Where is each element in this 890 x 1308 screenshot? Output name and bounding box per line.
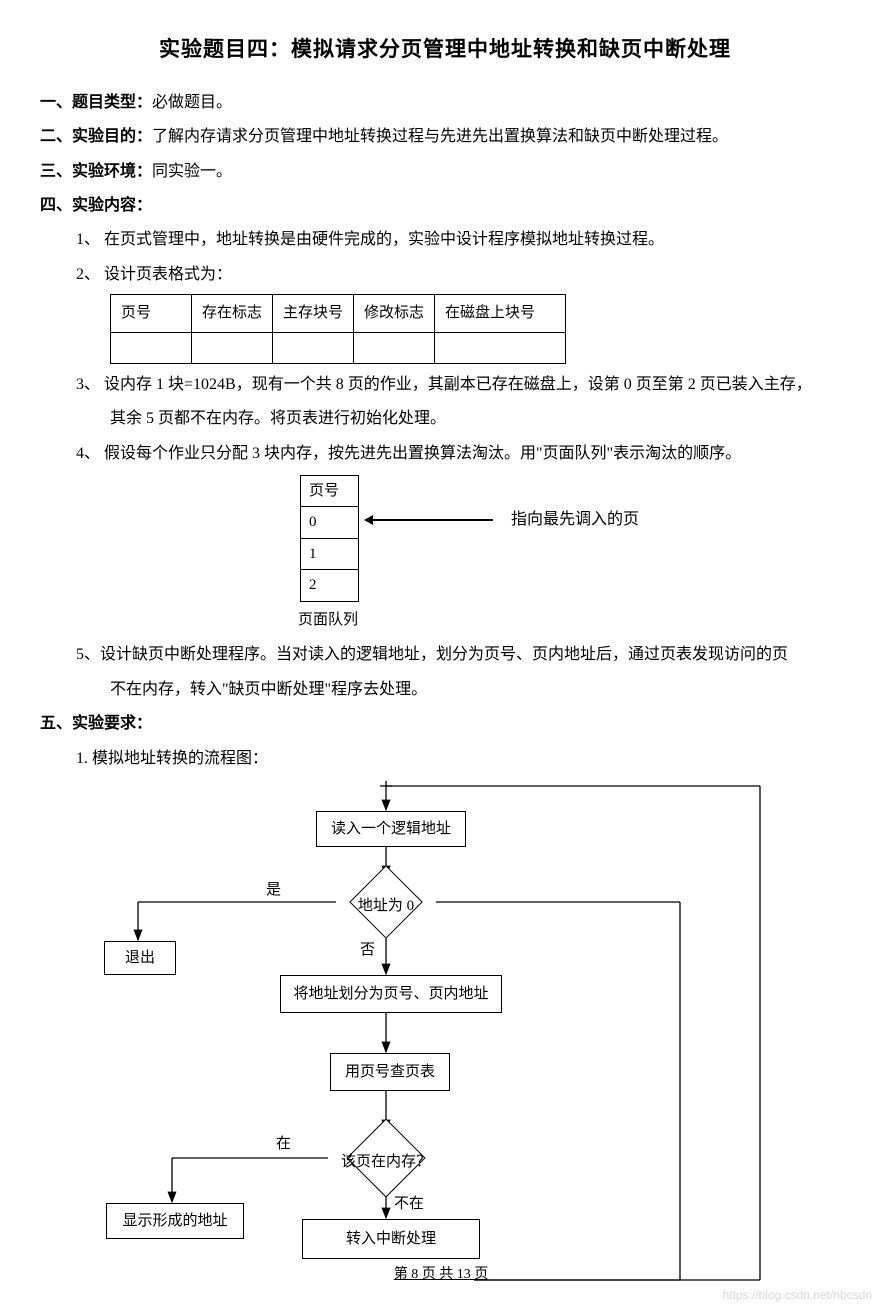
q-row-2: 2 xyxy=(301,570,359,602)
flow-display-addr: 显示形成的地址 xyxy=(106,1203,244,1239)
sec1-label: 一、题目类型： xyxy=(40,94,152,111)
section-4: 四、实验内容： xyxy=(40,191,850,221)
item-5b: 不在内存，转入"缺页中断处理"程序去处理。 xyxy=(40,675,850,705)
queue-note: 指向最先调入的页 xyxy=(511,505,639,535)
flow-lookup-table: 用页号查页表 xyxy=(330,1053,450,1091)
req-1: 1. 模拟地址转换的流程图： xyxy=(40,744,850,774)
flow-split-addr: 将地址划分为页号、页内地址 xyxy=(280,975,502,1013)
flowchart: 读入一个逻辑地址 地址为 0 是 否 退出 将地址划分为页号、页内地址 用页号查… xyxy=(60,778,840,1288)
flow-addr-zero-diamond xyxy=(349,865,423,939)
th-disk-block: 在磁盘上块号 xyxy=(435,295,566,333)
q-header: 页号 xyxy=(301,475,359,507)
item-3a: 3、 设内存 1 块=1024B，现有一个共 8 页的作业，其副本已存在磁盘上，… xyxy=(40,370,850,400)
flow-interrupt: 转入中断处理 xyxy=(302,1219,480,1259)
sec3-text: 同实验一。 xyxy=(152,163,232,180)
queue-caption: 页面队列 xyxy=(298,606,850,635)
page-queue-diagram: 页号 0 1 2 指向最先调入的页 xyxy=(300,475,850,602)
flow-read-addr: 读入一个逻辑地址 xyxy=(316,811,466,847)
flow-exit: 退出 xyxy=(104,941,176,975)
arrow-left-icon xyxy=(373,519,493,521)
th-block-no: 主存块号 xyxy=(273,295,354,333)
table-row: 页号 存在标志 主存块号 修改标志 在磁盘上块号 xyxy=(111,295,566,333)
sec1-text: 必做题目。 xyxy=(152,94,232,111)
sec4-label: 四、实验内容： xyxy=(40,197,152,214)
flow-no-2: 不在 xyxy=(394,1190,424,1219)
item-2: 2、 设计页表格式为： xyxy=(40,260,850,290)
sec2-text: 了解内存请求分页管理中地址转换过程与先进先出置换算法和缺页中断处理过程。 xyxy=(152,128,728,145)
flow-yes-2: 在 xyxy=(276,1130,291,1159)
th-present: 存在标志 xyxy=(192,295,273,333)
flow-in-memory-diamond xyxy=(346,1118,425,1197)
page-footer: 第 8 页 共 13 页 xyxy=(356,1262,526,1289)
sec2-label: 二、实验目的： xyxy=(40,128,152,145)
sec3-label: 三、实验环境： xyxy=(40,163,152,180)
item-3b: 其余 5 页都不在内存。将页表进行初始化处理。 xyxy=(40,404,850,434)
section-2: 二、实验目的：了解内存请求分页管理中地址转换过程与先进先出置换算法和缺页中断处理… xyxy=(40,122,850,152)
section-1: 一、题目类型：必做题目。 xyxy=(40,88,850,118)
item-1: 1、 在页式管理中，地址转换是由硬件完成的，实验中设计程序模拟地址转换过程。 xyxy=(40,225,850,255)
queue-table: 页号 0 1 2 xyxy=(300,475,359,602)
q-row-0: 0 xyxy=(301,507,359,539)
table-row xyxy=(111,332,566,363)
item-5a: 5、设计缺页中断处理程序。当对读入的逻辑地址，划分为页号、页内地址后，通过页表发… xyxy=(40,640,850,670)
page-table-format: 页号 存在标志 主存块号 修改标志 在磁盘上块号 xyxy=(110,294,566,364)
flow-yes-1: 是 xyxy=(266,876,281,905)
queue-arrow: 指向最先调入的页 xyxy=(373,505,639,535)
section-5: 五、实验要求： xyxy=(40,709,850,739)
flow-no-1: 否 xyxy=(360,936,375,965)
sec5-label: 五、实验要求： xyxy=(40,715,152,732)
th-page-no: 页号 xyxy=(111,295,192,333)
watermark: https://blog.csdn.net/nbcsdn xyxy=(723,1288,872,1302)
th-modified: 修改标志 xyxy=(354,295,435,333)
q-row-1: 1 xyxy=(301,538,359,570)
section-3: 三、实验环境：同实验一。 xyxy=(40,157,850,187)
page-title: 实验题目四：模拟请求分页管理中地址转换和缺页中断处理 xyxy=(40,30,850,70)
item-4: 4、 假设每个作业只分配 3 块内存，按先进先出置换算法淘汰。用"页面队列"表示… xyxy=(40,439,850,469)
